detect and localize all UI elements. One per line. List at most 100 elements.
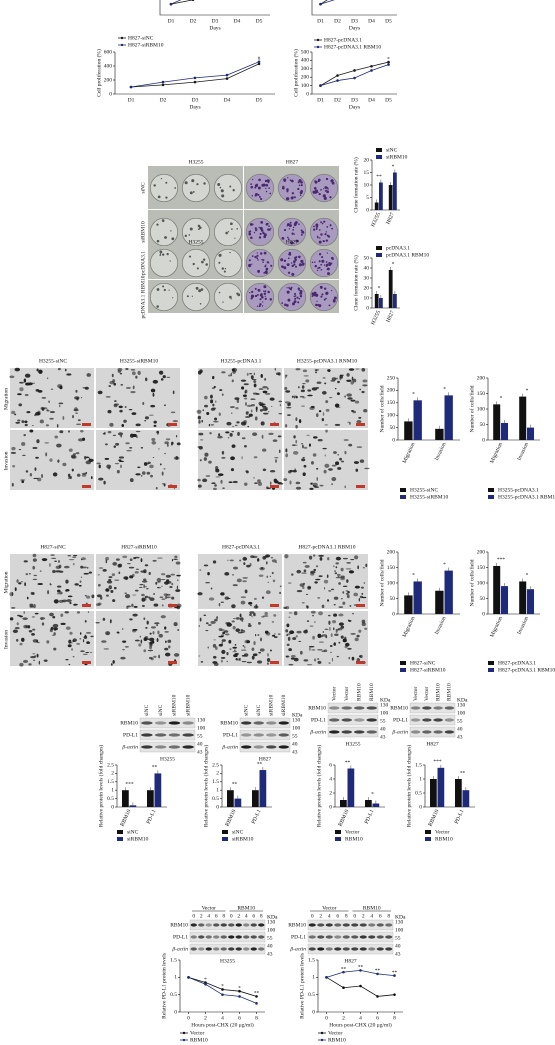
cell [239,657,241,661]
cell [112,434,117,436]
colony [263,233,267,237]
cell [143,584,145,589]
cell [304,564,310,568]
bar [365,800,372,807]
point [370,64,373,68]
scale-bar [168,604,177,607]
cell [85,631,92,634]
y-tick-label: 200 [387,388,396,394]
cell [152,631,155,635]
cell [266,657,271,663]
legend-swatch [425,830,431,834]
cell [212,375,215,380]
cell [210,399,214,404]
colony [323,264,326,266]
micrograph [96,430,180,490]
lane-label: 4 [245,913,248,919]
blot-strip [307,919,394,931]
cell [49,612,54,617]
cell [19,387,24,392]
column-label: H827-pcDNA3.1 RBM10 [298,544,355,550]
cell [335,576,341,579]
band [258,923,265,927]
cell [33,477,39,479]
colony [265,267,269,271]
cell [125,442,130,445]
point [359,969,362,972]
bar [154,773,162,807]
colony [329,196,332,199]
cell [153,424,157,427]
band [235,947,242,951]
cell [302,383,306,385]
y-tick-label: 1.5 [212,779,219,785]
cell [232,618,236,620]
cell [104,589,111,591]
cell [23,560,28,563]
cell [148,571,151,575]
cell [11,410,16,415]
cell [85,456,90,459]
y-tick-label: 0 [482,611,485,617]
legend-label: H827-pcDNA3.1 RBM10 [324,44,381,50]
cell [65,589,68,592]
cell [176,603,182,608]
cell [268,432,274,435]
y-tick-label: 0 [174,1009,177,1015]
cell [19,642,23,646]
cell [149,632,152,635]
y-axis-label: Number of cells/field [378,559,385,606]
cell [329,626,331,631]
cell [122,640,127,643]
kda-label: 43 [197,749,203,755]
cell [348,421,351,425]
cell [21,637,25,642]
band [154,733,167,737]
cell [333,451,337,454]
x-axis-label: Hours post-CHX (20 μg/ml) [329,1021,392,1028]
cell [244,397,248,400]
y-tick-label: 2 [111,771,114,777]
cell [284,554,289,559]
y-tick-label: 1 [312,975,315,981]
lane-label: 8 [387,913,390,919]
cell [172,390,175,395]
bar [388,270,393,308]
cell [310,610,316,614]
cell [52,472,58,477]
cell [154,622,160,625]
cell [356,419,362,424]
cell [135,423,141,427]
y-axis-label: Relative protein levels (fold changes) [97,745,104,828]
cell [349,604,352,608]
cell [267,487,271,489]
cell [345,642,350,647]
cell [306,620,310,623]
colony [291,272,295,276]
cell [346,579,349,583]
cell [269,469,276,473]
cell [231,431,235,433]
cell [287,636,291,641]
cell [309,647,311,651]
band [190,923,197,927]
colony [257,288,261,292]
cell [50,554,55,556]
significance: * [392,164,395,170]
cell [134,435,138,437]
point [376,995,379,998]
cell [329,644,333,647]
colony [186,295,189,298]
colony [260,221,264,224]
band [243,923,250,927]
y-axis-label: Relative protein levels (fold changes) [405,745,412,828]
bar [413,400,422,440]
cell [26,410,31,414]
colony [314,180,316,182]
significance: * [500,396,503,402]
x-tick-label: 6 [238,1015,241,1021]
cell [263,412,269,415]
kda-label: 130 [457,702,466,708]
well [149,173,179,203]
colony [287,271,291,274]
